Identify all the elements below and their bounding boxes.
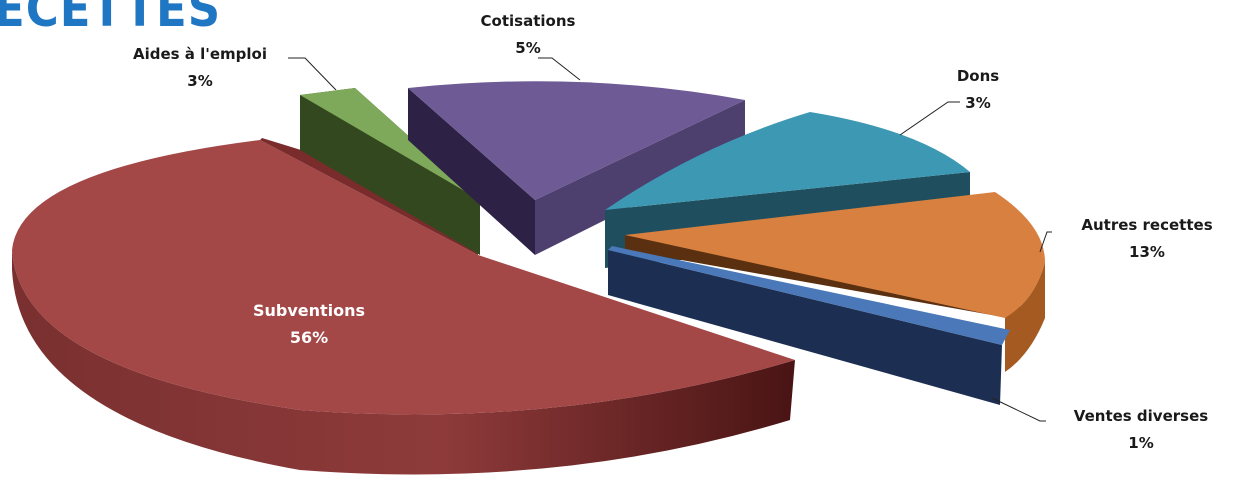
label-dons-name: Dons bbox=[957, 67, 999, 85]
label-aides-emploi-value: 3% bbox=[187, 72, 212, 90]
label-aides-emploi-name: Aides à l'emploi bbox=[133, 45, 267, 63]
label-ventes-diverses-value: 1% bbox=[1128, 434, 1153, 452]
label-cotisations-value: 5% bbox=[515, 39, 540, 57]
label-subventions-name: Subventions bbox=[253, 301, 365, 320]
label-cotisations-name: Cotisations bbox=[481, 12, 576, 30]
label-dons-value: 3% bbox=[965, 94, 990, 112]
label-ventes-diverses-name: Ventes diverses bbox=[1074, 407, 1208, 425]
label-autres-recettes-name: Autres recettes bbox=[1081, 216, 1212, 234]
label-autres-recettes-value: 13% bbox=[1129, 243, 1165, 261]
label-subventions-value: 56% bbox=[290, 328, 328, 347]
slices bbox=[12, 81, 1045, 474]
